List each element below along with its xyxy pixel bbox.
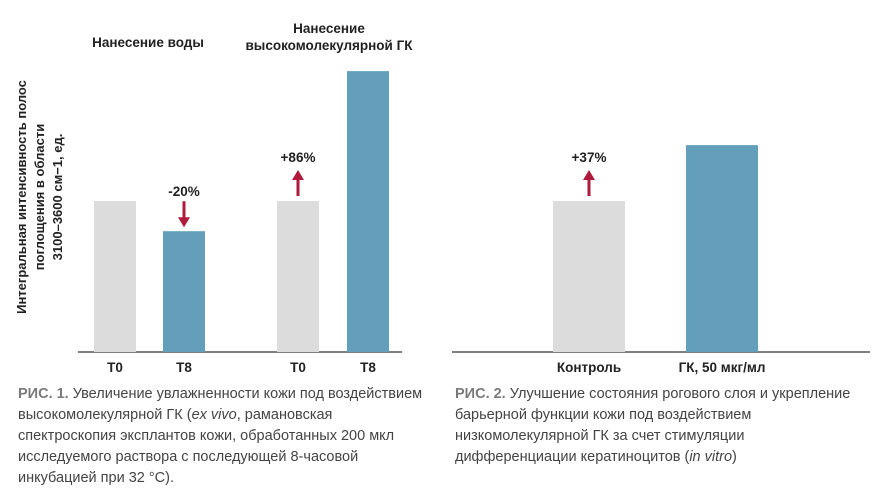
bar-t0-group-2 xyxy=(277,201,319,352)
group-title-1: высокомолекулярной ГК xyxy=(246,38,414,53)
figure-1-caption-text-end: , рамановская спектроскопия эксплантов к… xyxy=(18,407,395,486)
up-arrow-icon-head xyxy=(292,170,304,180)
bar-figure-2-2 xyxy=(686,145,758,352)
x-tick-label: T8 xyxy=(176,360,192,375)
up-arrow-icon-head xyxy=(583,170,595,180)
bar-t8-group-1 xyxy=(163,231,205,352)
bar-t0-group-1 xyxy=(94,201,136,352)
change-label-group-1: -20% xyxy=(168,184,200,199)
figure-2-caption: РИС. 2. Улучшение состояния рогового сло… xyxy=(455,384,865,468)
y-axis-label-line: Интегральная интенсивность полос xyxy=(14,80,29,314)
y-axis-label-line: поглощения в области xyxy=(32,124,47,270)
figure-2-caption-label: РИС. 2. xyxy=(455,386,506,402)
x-tick-label: ГК, 50 мкг/мл xyxy=(679,360,766,375)
change-label-group-2: +86% xyxy=(281,150,316,165)
figure-1-caption-label: РИС. 1. xyxy=(18,386,69,402)
figure-2-caption-italic: in vitro xyxy=(689,449,733,465)
x-tick-label: Контроль xyxy=(557,360,621,375)
x-tick-label: T0 xyxy=(290,360,306,375)
figure-1-caption: РИС. 1. Увеличение увлажненности кожи по… xyxy=(18,384,430,489)
bar-t8-group-2 xyxy=(347,71,389,352)
x-tick-label: T8 xyxy=(360,360,376,375)
figure-1-caption-italic: ex vivo xyxy=(191,407,237,423)
figure-canvas: Интегральная интенсивность полос поглощен… xyxy=(14,21,870,375)
change-label-figure-2: +37% xyxy=(572,150,607,165)
figure-1-caption-text: Увеличение увлажненности кожи под воздей… xyxy=(18,386,423,423)
group-title-1: Нанесение xyxy=(293,21,365,36)
down-arrow-icon-head xyxy=(178,217,190,228)
bar-figure-2-1 xyxy=(553,201,625,352)
figure-2-caption-text: Улучшение состояния рогового слоя и укре… xyxy=(455,386,851,465)
x-tick-label: T0 xyxy=(107,360,123,375)
y-axis-label-line: 3100–3600 см−1, ед. xyxy=(50,134,65,261)
figure-2-caption-text-end: ) xyxy=(732,449,737,465)
group-title-0: Нанесение воды xyxy=(92,35,204,50)
